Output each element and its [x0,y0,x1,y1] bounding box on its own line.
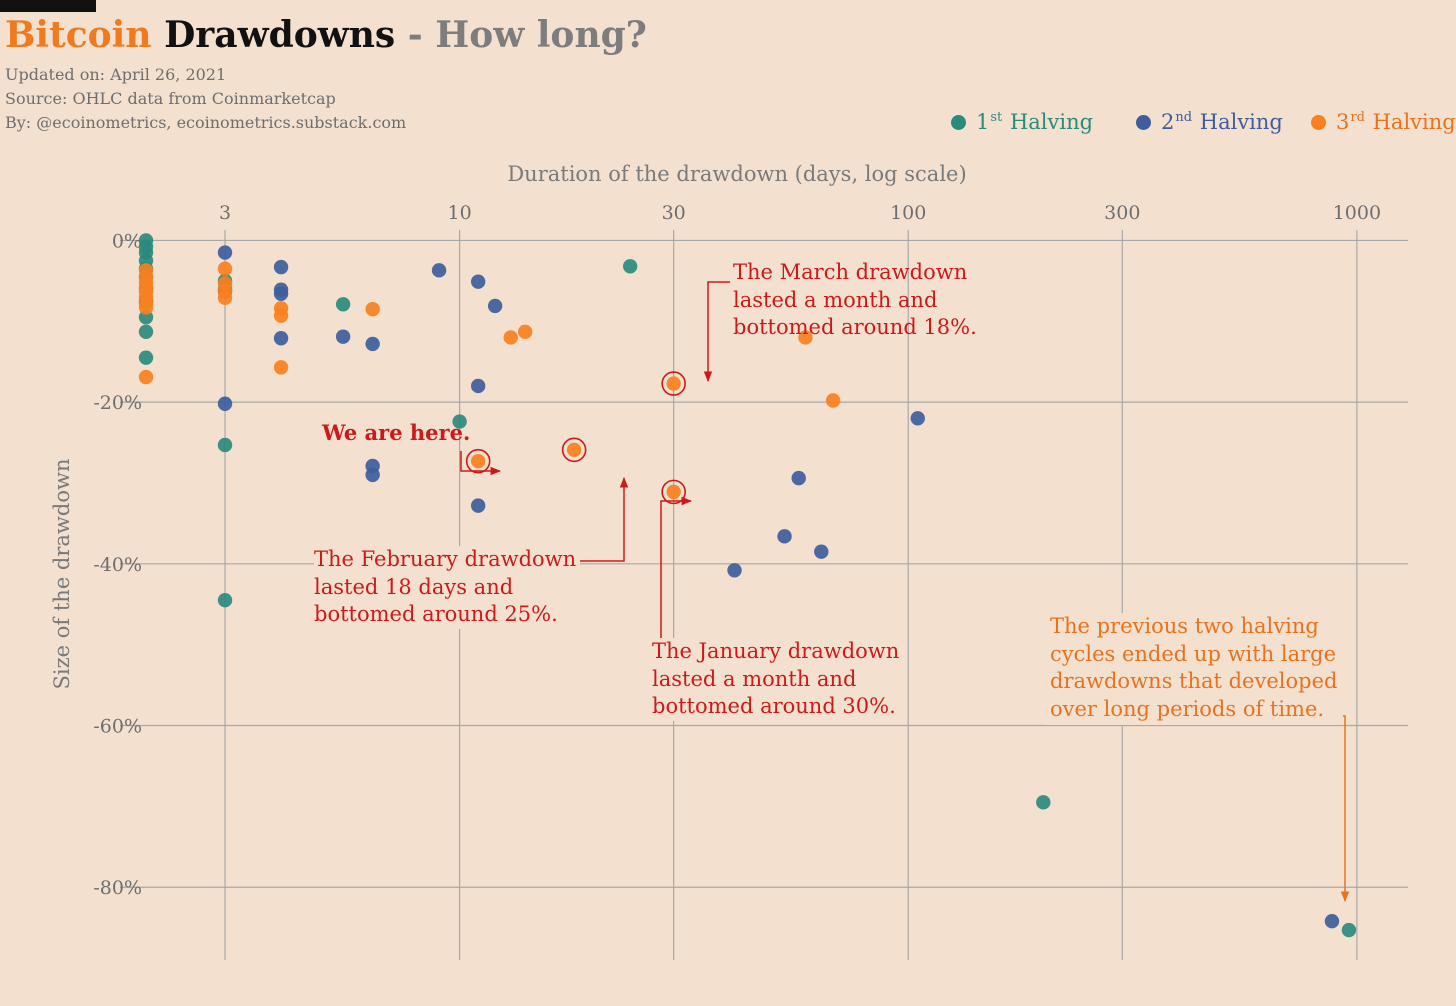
arrow-february [567,476,629,562]
data-point-halving-1 [138,324,154,339]
data-point-halving-2 [273,286,289,301]
data-point-halving-2 [910,411,925,426]
y-tick-label: 0% [112,230,142,252]
data-point-halving-1 [1036,795,1051,810]
byline-text: By: @ecoinometrics, ecoinometrics.substa… [5,113,407,132]
legend-item-2nd-halving: 2nd Halving [1136,110,1283,134]
data-point-halving-3 [138,300,154,315]
data-point-halving-3 [566,442,582,458]
data-point-halving-1 [217,593,233,608]
y-tick-label: -60% [93,716,142,738]
data-point-halving-3 [517,324,533,339]
data-point-halving-1 [217,437,233,453]
x-tick-label: 100 [890,202,926,224]
x-tick-label: 1000 [1333,202,1381,224]
x-axis-label: Duration of the drawdown (days, log scal… [507,162,966,186]
chart-title: Bitcoin Drawdowns - How long? [5,14,647,56]
highlight-rings-layer [465,371,686,505]
data-point-halving-3 [503,330,518,345]
points-layer [138,233,1357,938]
annotation-february: The February drawdown lasted 18 days and b… [314,546,581,629]
corner-block [0,0,96,12]
arrow-march [703,281,730,383]
highlight-ring [661,479,686,505]
y-tick-label: -20% [93,392,142,414]
data-point-halving-2 [365,467,380,483]
data-point-halving-1 [335,297,351,312]
data-point-halving-2 [335,329,351,344]
data-point-halving-2 [217,396,233,411]
legend-dot-1st [951,114,966,130]
data-point-halving-2 [273,331,289,346]
data-point-halving-2 [470,498,486,513]
annotation-january: The January drawdown lasted a month and bo… [652,638,904,721]
legend-label-1st: 1st Halving [976,110,1094,134]
data-point-halving-3 [470,453,486,469]
data-point-halving-3 [217,261,233,276]
legend-item-3rd-halving: 3rd Halving [1311,110,1456,134]
data-point-halving-2 [727,563,742,578]
data-point-halving-2 [487,298,503,314]
data-point-halving-2 [273,259,289,275]
data-point-halving-2 [470,378,486,394]
arrow-january [660,496,693,638]
data-point-halving-2 [1324,913,1340,929]
tick-labels-layer: 0% -20% -40% -60% -80% 3 10 30 100 300 1000 [93,202,1381,899]
x-tick-label: 3 [219,202,231,224]
data-point-halving-1 [452,414,467,429]
highlight-ring [661,371,686,396]
data-point-halving-1 [1341,922,1357,938]
data-point-halving-2 [470,274,486,289]
data-point-halving-1 [138,350,154,365]
data-point-halving-3 [798,330,813,345]
arrow-previous-halvings [1313,715,1350,903]
data-point-halving-3 [666,376,681,391]
data-point-halving-2 [777,529,792,544]
annotation-we-are-here: We are here. [322,420,471,445]
arrow-we-are-here [460,451,502,476]
x-tick-label: 300 [1104,202,1140,224]
y-axis-label: Size of the drawdown [50,459,74,690]
source-text: Source: OHLC data from Coinmarketcap [5,89,336,108]
updated-text: Updated on: April 26, 2021 [5,65,227,84]
highlight-ring [561,437,587,463]
x-tick-label: 10 [448,202,472,224]
data-point-halving-2 [814,544,829,559]
annotation-previous-halvings: The previous two halving cycles ended up … [1044,613,1344,725]
legend-label-3rd: 3rd Halving [1336,110,1456,134]
data-point-halving-3 [825,393,841,408]
highlight-ring [465,448,491,474]
annotation-march: The March drawdown lasted a month and bott… [733,260,977,339]
title-bitcoin: Bitcoin [5,14,152,56]
legend-dot-3rd [1311,114,1326,130]
title-subtitle: - How long? [407,14,647,56]
title-drawdowns: Drawdowns [164,14,396,56]
data-point-halving-3 [666,484,681,500]
legend-label-2nd: 2nd Halving [1161,110,1283,134]
y-tick-label: -40% [93,554,142,576]
data-point-halving-3 [217,290,233,306]
data-point-halving-2 [217,245,233,260]
data-point-halving-1 [622,259,638,274]
data-point-halving-2 [791,470,806,486]
data-point-halving-3 [273,360,289,375]
y-tick-label: -80% [93,877,142,899]
legend-item-1st-halving: 1st Halving [951,110,1093,134]
data-point-halving-3 [138,369,154,385]
data-point-halving-2 [431,263,447,278]
data-point-halving-3 [365,301,380,317]
data-point-halving-3 [273,308,289,323]
x-tick-label: 30 [662,202,686,224]
data-point-halving-2 [365,336,380,352]
legend-dot-2nd [1136,114,1151,130]
